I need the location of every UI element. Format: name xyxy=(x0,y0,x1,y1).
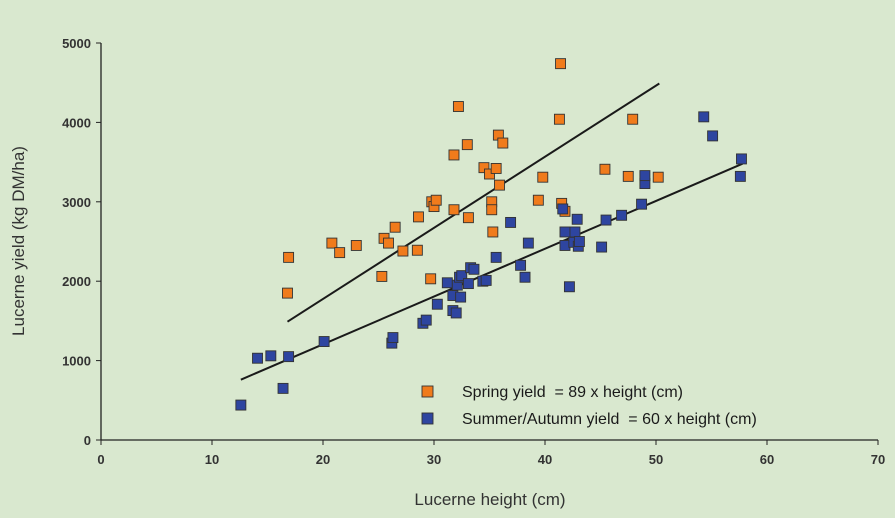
x-axis-title: Lucerne height (cm) xyxy=(414,490,565,509)
summer-autumn-point xyxy=(515,259,527,271)
spring-point xyxy=(652,171,664,183)
y-tick-label: 3000 xyxy=(62,195,91,210)
spring-point xyxy=(282,287,293,299)
spring-point xyxy=(484,168,495,180)
spring-point xyxy=(555,58,566,70)
spring-point xyxy=(376,270,388,282)
spring-point xyxy=(622,170,634,182)
summer-autumn-point xyxy=(616,209,628,221)
summer-autumn-point xyxy=(522,237,534,249)
summer-autumn-point xyxy=(707,130,719,142)
summer-autumn-point xyxy=(600,214,612,226)
legend-swatch xyxy=(421,385,434,398)
x-tick-label: 10 xyxy=(205,452,219,467)
summer-autumn-point xyxy=(698,111,710,123)
summer-autumn-point xyxy=(252,352,263,364)
spring-point xyxy=(389,221,401,233)
data-points xyxy=(235,58,747,411)
legend-label: Spring yield = 89 x height (cm) xyxy=(462,384,683,401)
summer-autumn-point xyxy=(573,236,585,247)
summer-autumn-point xyxy=(636,198,648,210)
summer-autumn-point xyxy=(557,203,569,215)
summer-autumn-point xyxy=(639,170,651,182)
summer-autumn-point xyxy=(277,382,289,394)
summer-autumn-point xyxy=(265,350,277,362)
y-tick-label: 1000 xyxy=(62,354,91,369)
spring-point xyxy=(478,162,490,174)
y-tick-label: 0 xyxy=(84,433,91,448)
summer-autumn-point xyxy=(420,314,432,326)
summer-autumn-point xyxy=(441,277,453,289)
y-tick-label: 4000 xyxy=(62,115,91,130)
summer-autumn-point xyxy=(736,153,747,165)
x-tick-label: 0 xyxy=(97,452,104,467)
summer-autumn-point xyxy=(318,336,330,347)
axes: 0 10 20 30 40 50 60 70 0 1000 2000 3000 4000 5000 xyxy=(62,36,885,467)
summer-autumn-point xyxy=(480,274,492,286)
summer-autumn-point xyxy=(456,270,468,282)
legend-label: Summer/Autumn yield = 60 x height (cm) xyxy=(462,411,757,428)
spring-point xyxy=(430,194,442,206)
summer-autumn-point xyxy=(563,281,575,293)
spring-point xyxy=(350,240,362,251)
x-tick-label: 50 xyxy=(649,452,663,467)
summer-autumn-point xyxy=(462,278,474,290)
summer-autumn-point xyxy=(505,216,517,228)
spring-point xyxy=(487,226,499,238)
spring-point xyxy=(461,139,473,151)
spring-point xyxy=(532,194,544,206)
spring-point xyxy=(397,245,409,257)
summer-autumn-point xyxy=(519,271,531,283)
spring-point xyxy=(383,237,394,249)
summer-autumn-point xyxy=(569,226,581,238)
y-tick-label: 5000 xyxy=(62,36,91,51)
spring-point xyxy=(413,211,424,223)
summer-autumn-point xyxy=(387,332,399,344)
spring-point xyxy=(411,244,423,256)
y-axis-title: Lucerne yield (kg DM/ha) xyxy=(9,146,28,336)
spring-point xyxy=(462,212,474,224)
trendline xyxy=(286,82,660,323)
y-tick-label: 2000 xyxy=(62,274,91,289)
summer-autumn-point xyxy=(734,170,746,182)
spring-point xyxy=(599,163,611,175)
x-tick-label: 30 xyxy=(427,452,441,467)
summer-autumn-point xyxy=(450,307,462,319)
spring-point xyxy=(494,179,505,191)
legend-swatch xyxy=(421,412,434,425)
spring-point xyxy=(497,137,509,149)
x-tick-label: 60 xyxy=(760,452,774,467)
summer-autumn-point xyxy=(596,241,608,253)
spring-point xyxy=(553,113,565,125)
summer-autumn-point xyxy=(559,226,571,238)
spring-point xyxy=(334,247,346,259)
summer-autumn-point xyxy=(283,351,295,363)
spring-point xyxy=(326,237,338,249)
spring-point xyxy=(452,101,464,112)
spring-point xyxy=(448,204,460,216)
summer-autumn-point xyxy=(571,213,583,225)
x-tick-label: 20 xyxy=(316,452,330,467)
summer-autumn-point xyxy=(490,251,502,263)
x-tick-label: 40 xyxy=(538,452,552,467)
x-tick-label: 70 xyxy=(871,452,885,467)
summer-autumn-point xyxy=(431,298,443,310)
summer-autumn-point xyxy=(468,263,480,275)
summer-autumn-point xyxy=(455,291,467,303)
spring-point xyxy=(627,113,639,125)
spring-point xyxy=(283,251,295,263)
spring-point xyxy=(490,163,502,174)
spring-point xyxy=(425,273,437,285)
summer-autumn-point xyxy=(235,399,247,411)
legend: Spring yield = 89 x height (cm) Summer/Au… xyxy=(421,384,757,428)
spring-point xyxy=(486,204,498,216)
spring-point xyxy=(448,149,460,161)
spring-point xyxy=(537,171,549,183)
